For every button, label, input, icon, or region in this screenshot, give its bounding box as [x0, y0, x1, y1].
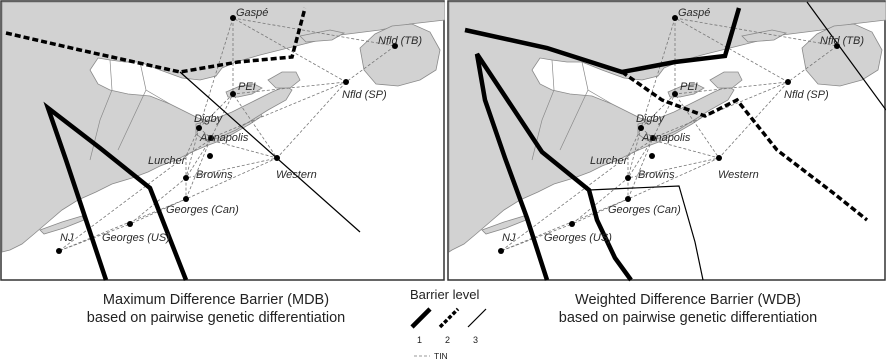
legend-level-2-swatch — [438, 307, 460, 329]
site-marker-georges-us — [127, 221, 133, 227]
site-label-nfld-tb: Nfld (TB) — [378, 35, 422, 47]
site-marker-annapolis — [650, 135, 656, 141]
site-marker-nfld-tb — [834, 43, 840, 49]
legend-level-2-label: 2 — [445, 335, 450, 345]
site-marker-western — [716, 155, 722, 161]
site-label-browns: Browns — [638, 169, 675, 181]
site-label-gaspe: Gaspé — [236, 7, 268, 19]
site-marker-nfld-tb — [392, 43, 398, 49]
site-marker-nfld-sp — [785, 79, 791, 85]
wdb-caption: Weighted Difference Barrier (WDB) based … — [530, 291, 846, 327]
site-marker-nj — [56, 248, 62, 254]
legend-tin-label: TIN — [434, 351, 448, 361]
site-marker-annapolis — [208, 135, 214, 141]
site-label-georges-us: Georges (US) — [102, 232, 170, 244]
barrier-legend: Barrier level 1 2 3 TIN — [410, 287, 487, 361]
barrier-lines — [464, 1, 886, 282]
site-marker-georges-can — [183, 196, 189, 202]
site-label-georges-can: Georges (Can) — [166, 204, 239, 216]
site-label-digby: Digby — [194, 113, 224, 125]
barrier-level-1-line — [43, 101, 189, 281]
site-label-nj: NJ — [60, 232, 74, 244]
site-label-pei: PEI — [680, 81, 698, 93]
site-label-nfld-sp: Nfld (SP) — [342, 89, 387, 101]
site-label-georges-can: Georges (Can) — [608, 204, 681, 216]
legend-level-3-label: 3 — [473, 335, 478, 345]
site-marker-georges-can — [625, 196, 631, 202]
site-label-lurcher: Lurcher — [590, 155, 629, 167]
barrier-level-3-line — [806, 1, 886, 111]
barrier-lines — [5, 7, 361, 281]
site-marker-lurcher — [207, 153, 213, 159]
site-marker-gaspe — [672, 15, 678, 21]
barrier-level-3-line — [179, 71, 361, 233]
site-labels: Gaspé Nfld (TB) Nfld (SP) PEI Digby Anna… — [60, 7, 422, 244]
site-marker-nj — [498, 248, 504, 254]
site-label-nj: NJ — [502, 232, 516, 244]
legend-title: Barrier level — [410, 287, 479, 302]
site-label-gaspe: Gaspé — [678, 7, 710, 19]
mdb-caption: Maximum Difference Barrier (MDB) based o… — [58, 291, 374, 327]
barrier-level-1-line — [464, 7, 742, 75]
site-label-browns: Browns — [196, 169, 233, 181]
landmass — [1, 1, 445, 253]
site-markers — [56, 15, 398, 254]
site-label-western: Western — [276, 169, 317, 181]
site-label-nfld-tb: Nfld (TB) — [820, 35, 864, 47]
site-marker-georges-us — [569, 221, 575, 227]
site-marker-lurcher — [649, 153, 655, 159]
site-marker-gaspe — [230, 15, 236, 21]
site-marker-western — [274, 155, 280, 161]
legend-level-1-label: 1 — [417, 335, 422, 345]
mdb-caption-line-1: Maximum Difference Barrier (MDB) — [102, 292, 330, 308]
barrier-level-2-line — [5, 7, 307, 74]
barrier-level-3-line — [588, 185, 704, 281]
site-marker-digby — [196, 125, 202, 131]
site-marker-browns — [183, 175, 189, 181]
mdb-caption-line-2: based on pairwise genetic differentiatio… — [86, 310, 346, 326]
site-label-annapolis: Annapolis — [641, 132, 691, 144]
site-label-annapolis: Annapolis — [199, 132, 249, 144]
site-label-nfld-sp: Nfld (SP) — [784, 89, 829, 101]
site-marker-pei — [672, 91, 678, 97]
province-borders — [531, 59, 613, 161]
wdb-map-panel: Gaspé Nfld (TB) Nfld (SP) PEI Digby Anna… — [447, 0, 886, 282]
site-labels: Gaspé Nfld (TB) Nfld (SP) PEI Digby Anna… — [502, 7, 864, 244]
legend-level-3-swatch — [467, 308, 487, 328]
barrier-level-1-line — [474, 52, 633, 282]
site-label-georges-us: Georges (US) — [544, 232, 612, 244]
site-label-lurcher: Lurcher — [148, 155, 187, 167]
province-borders — [89, 59, 171, 161]
legend-level-1-swatch — [410, 307, 432, 329]
landmass — [448, 1, 886, 253]
barrier-level-2-line — [620, 70, 869, 222]
wdb-caption-line-1: Weighted Difference Barrier (WDB) — [575, 292, 801, 308]
site-marker-browns — [625, 175, 631, 181]
site-marker-pei — [230, 91, 236, 97]
wdb-caption-line-2: based on pairwise genetic differentiatio… — [558, 310, 818, 326]
site-label-digby: Digby — [636, 113, 666, 125]
mdb-map-panel: Gaspé Nfld (TB) Nfld (SP) PEI Digby Anna… — [0, 0, 445, 281]
site-marker-digby — [638, 125, 644, 131]
site-label-western: Western — [718, 169, 759, 181]
site-markers — [498, 15, 840, 254]
site-marker-nfld-sp — [343, 79, 349, 85]
site-label-pei: PEI — [238, 81, 256, 93]
